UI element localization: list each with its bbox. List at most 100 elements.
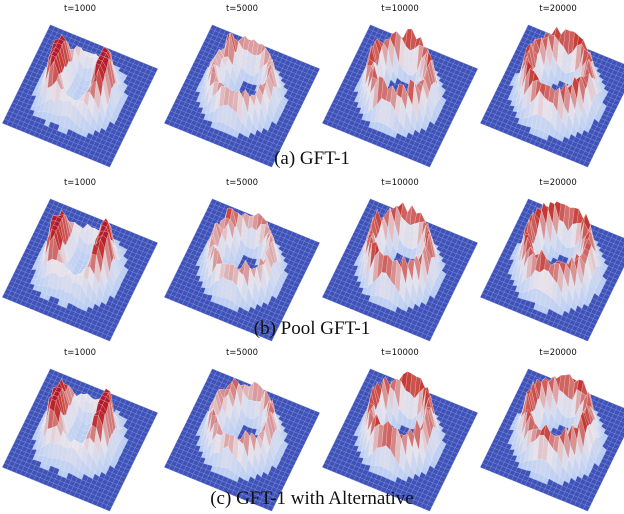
surface-plot-a4 (480, 24, 624, 168)
surface-cell (383, 272, 391, 300)
surface-cell (561, 275, 569, 304)
panel-title-c1: t=1000 (63, 348, 97, 358)
surface-cell (398, 36, 406, 71)
surface-cell (424, 334, 432, 342)
surface-cell (399, 97, 407, 129)
surface-cell (399, 268, 407, 302)
panel-title-a3: t=10000 (381, 4, 419, 14)
surface-cell (424, 160, 432, 168)
surface-cell (225, 223, 233, 251)
surface-cell (561, 221, 569, 248)
panel-title-c3: t=10000 (381, 348, 419, 358)
surface-plot-b2 (164, 198, 320, 342)
surface-cell (51, 235, 59, 261)
surface-cell (619, 237, 624, 244)
surface-plot-c1 (2, 368, 158, 512)
surface-cell (581, 221, 589, 241)
surface-cell (546, 270, 554, 298)
surface-cell (96, 109, 104, 129)
surface-cell (574, 43, 582, 73)
surface-cell (258, 223, 266, 247)
surface-cell (266, 160, 274, 168)
surface-cell (619, 63, 624, 70)
panel-title-a4: t=20000 (539, 4, 577, 14)
surface-cell (249, 226, 257, 249)
surface-cell (240, 217, 248, 247)
surface-cell (94, 255, 102, 286)
surface-cell (241, 98, 249, 128)
panel-title-b2: t=5000 (225, 178, 259, 188)
surface-cell (418, 265, 426, 295)
surface-cell (388, 102, 396, 131)
surface-cell (252, 106, 260, 131)
surface-cell (557, 87, 565, 122)
surface-plot-b4 (480, 198, 624, 342)
surface-cell (258, 106, 266, 129)
surface-cell (568, 270, 576, 301)
surface-plot-a2 (164, 24, 320, 168)
surface-cell (213, 223, 220, 248)
surface-cell (620, 257, 624, 263)
surface-cell (263, 47, 271, 67)
surface-cell (425, 99, 432, 122)
surface-cell (620, 83, 624, 89)
surface-cell (260, 264, 268, 296)
surface-cell (574, 270, 582, 299)
surface-cell (104, 160, 112, 168)
surface-cell (574, 222, 582, 247)
surface-mesh (322, 24, 478, 168)
surface-cell (403, 221, 411, 249)
surface-cell (266, 334, 274, 342)
surface-cell (576, 83, 584, 114)
surface-cell (582, 160, 590, 168)
surface-cell (385, 50, 393, 81)
panel-title-a2: t=5000 (225, 4, 259, 14)
panel-title-b3: t=10000 (381, 178, 419, 188)
surface-cell (566, 113, 574, 135)
surface-plot-b3 (322, 198, 478, 342)
surface-cell (85, 279, 93, 301)
surface-cell (385, 228, 393, 255)
surface-plot-a1 (2, 24, 158, 168)
surface-cell (537, 89, 545, 117)
surface-cell (104, 334, 112, 342)
surface-plot-b1 (2, 198, 158, 342)
surface-mesh (164, 24, 320, 168)
surface-cell (543, 224, 551, 254)
panel-title-b1: t=1000 (63, 178, 97, 188)
surface-mesh (480, 198, 624, 342)
surface-cell (561, 46, 569, 75)
surface-cell (583, 89, 590, 118)
surface-cell (587, 73, 594, 104)
surface-cell (271, 86, 278, 112)
surface-cell (234, 284, 242, 308)
panel-title-c4: t=20000 (539, 348, 577, 358)
surface-plot-a3 (322, 24, 478, 168)
surface-cell (620, 73, 624, 79)
surface-cell (412, 222, 420, 250)
surface-cell (555, 283, 563, 308)
surface-cell (620, 247, 624, 253)
panel-title-a1: t=1000 (63, 4, 97, 14)
surface-cell (412, 82, 420, 120)
surface-cell (249, 54, 257, 77)
surface-cell (60, 240, 68, 265)
surface-mesh (480, 24, 624, 168)
surface-cell (582, 334, 590, 342)
surface-cell (241, 275, 249, 303)
caption-b: (b) Pool GFT-1 (253, 318, 371, 339)
surface-cell (412, 261, 420, 295)
surface-mesh (322, 198, 478, 342)
surface-cell (554, 62, 562, 81)
surface-mesh (2, 368, 158, 512)
surface-cell (392, 48, 400, 79)
surface-cell (252, 279, 260, 305)
surface-mesh (2, 24, 158, 168)
caption-a: (a) GFT-1 (274, 148, 350, 169)
surface-mesh (164, 198, 320, 342)
surface-cell (583, 264, 590, 292)
panel-title-b4: t=20000 (539, 178, 577, 188)
surface-cell (94, 80, 102, 112)
panel-title-c2: t=5000 (225, 348, 259, 358)
